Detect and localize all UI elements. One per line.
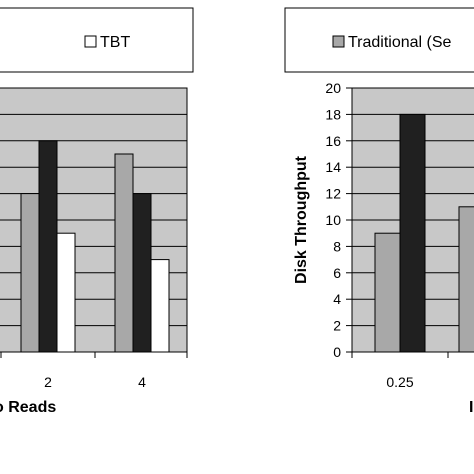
- left-x-tick-label-4: 4: [138, 374, 146, 390]
- right-y-tick-label: 8: [333, 238, 341, 254]
- left-bar: [56, 232, 76, 353]
- left-x-axis-label: o Reads: [0, 399, 56, 416]
- right-y-tick-label: 14: [325, 159, 341, 175]
- right-bar: [374, 232, 401, 353]
- right-x-axis-label: I: [469, 399, 473, 416]
- left-bar: [20, 193, 40, 353]
- left-legend-label-tbt: TBT: [100, 34, 130, 51]
- right-y-axis-label: Disk Throughput: [293, 155, 310, 284]
- right-chart: Traditional (Se 0 2 4 6 8 10 12 14 16 18 20 0.25 I…: [284, 7, 474, 416]
- left-bar: [38, 140, 58, 353]
- left-bar: [132, 193, 152, 353]
- right-y-tick-label: 0: [333, 344, 341, 360]
- right-legend-label-traditional: Traditional (Se: [348, 34, 452, 51]
- left-x-ticks: [0, 352, 188, 358]
- right-y-tick-label: 20: [325, 80, 341, 96]
- right-bar: [458, 206, 474, 353]
- right-bar: [399, 113, 426, 353]
- left-x-tick-label-2: 2: [44, 374, 52, 390]
- right-y-tick-label: 12: [325, 186, 341, 202]
- right-legend-swatch-traditional: [332, 35, 345, 48]
- right-x-ticks: [351, 352, 449, 358]
- right-y-tick-label: 2: [333, 318, 341, 334]
- left-bar: [114, 153, 134, 353]
- right-x-tick-label-0-25: 0.25: [386, 374, 413, 390]
- right-y-tick-label: 18: [325, 106, 341, 122]
- left-chart: TBT 2 4 o Reads: [0, 7, 194, 416]
- left-bar: [150, 259, 170, 353]
- right-y-ticks: 0 2 4 6 8 10 12 14 16 18 20: [325, 80, 352, 360]
- right-y-tick-label: 10: [325, 212, 341, 228]
- right-y-tick-label: 4: [333, 291, 341, 307]
- right-y-tick-label: 6: [333, 265, 341, 281]
- right-legend-box: [284, 7, 474, 73]
- left-legend-swatch-tbt: [84, 35, 97, 48]
- right-y-tick-label: 16: [325, 133, 341, 149]
